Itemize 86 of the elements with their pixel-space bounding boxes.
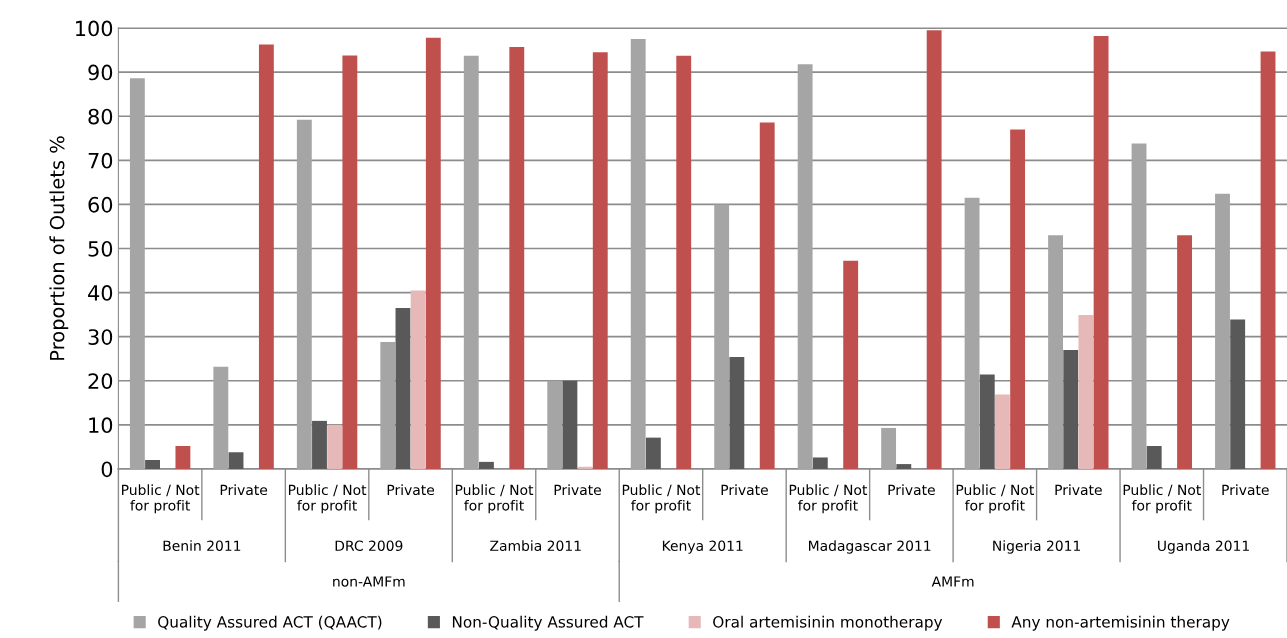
text: Nigeria 2011 — [993, 540, 1081, 554]
bar — [714, 204, 730, 469]
bar — [1093, 36, 1109, 469]
text: Benin 2011 — [163, 540, 241, 551]
y-tick-label: 40 — [88, 285, 113, 301]
y-tick-label: 60 — [88, 196, 113, 213]
bar — [1177, 235, 1192, 469]
x-tick-label: Private — [220, 484, 268, 496]
text: DRC 2009 — [335, 540, 403, 551]
x-tick-label: Private — [721, 484, 768, 496]
y-tick-label: 70 — [88, 152, 113, 169]
y-axis-title: Proportion of Outlets % — [49, 136, 69, 360]
bar — [213, 366, 229, 469]
bar — [129, 78, 145, 469]
x-tick-label: Private — [554, 484, 601, 496]
bar — [145, 460, 160, 469]
text: AMFm — [931, 576, 974, 587]
text: non-AMFm — [333, 576, 405, 587]
bar — [479, 461, 494, 469]
bar — [175, 446, 191, 469]
legend-label: Oral artemisinin monotherapy — [713, 615, 943, 631]
bar — [1078, 315, 1094, 469]
bar — [342, 55, 358, 469]
y-tick-label: 0 — [101, 461, 113, 478]
y-tick-label: 30 — [88, 329, 113, 345]
bar — [1230, 319, 1246, 469]
bar — [1146, 446, 1162, 469]
x-tick-label: Public / Not for profit — [1123, 484, 1201, 514]
x-tick-label: Public / Not for profit — [622, 484, 701, 514]
bar — [509, 47, 525, 469]
x-tick-label: Private — [888, 484, 935, 496]
bar — [797, 64, 813, 469]
x-tick-label: Private — [1055, 484, 1102, 496]
x-tick-label: Private — [387, 484, 435, 496]
bar — [592, 52, 608, 469]
y-tick-label: 80 — [88, 108, 113, 125]
bar — [964, 197, 980, 469]
bar — [843, 260, 859, 469]
bar — [896, 464, 912, 469]
y-tick-label: 100 — [76, 20, 113, 37]
bar — [881, 427, 897, 469]
x-tick-label: Public / Not for profit — [122, 484, 200, 514]
bar — [1010, 129, 1026, 469]
bar — [258, 44, 274, 469]
text: Kenya 2011 — [662, 540, 743, 554]
bar — [926, 30, 942, 469]
y-tick-label: 90 — [88, 64, 113, 81]
bar — [995, 394, 1010, 469]
bar — [228, 452, 244, 469]
bar — [979, 374, 995, 469]
x-tick-label: Private — [1222, 484, 1269, 496]
bar — [630, 39, 646, 469]
bar — [1131, 143, 1147, 469]
x-tick-label: Public / Not for profit — [455, 484, 534, 514]
bar — [812, 457, 828, 469]
bar — [1260, 51, 1276, 469]
y-tick-label: 10 — [89, 417, 113, 434]
legend-label: Non-Quality Assured ACT — [452, 615, 644, 631]
legend-label: Any non-artemisinin therapy — [1011, 615, 1230, 631]
x-tick-label: Public / Not for profit — [956, 484, 1034, 514]
bar — [312, 420, 327, 469]
text: Zambia 2011 — [490, 540, 581, 551]
x-tick-label: Public / Not for profit — [288, 484, 367, 514]
bar — [395, 308, 411, 469]
bar — [425, 37, 441, 469]
bar — [645, 437, 661, 469]
text: Madagascar 2011 — [809, 540, 931, 554]
bar — [676, 55, 692, 469]
text: Uganda 2011 — [1158, 540, 1249, 554]
bar — [759, 122, 775, 469]
y-tick-label: 20 — [88, 373, 113, 389]
bar — [577, 466, 593, 469]
x-tick-label: Public / Not for profit — [789, 484, 868, 514]
y-tick-label: 50 — [88, 240, 113, 257]
bar — [327, 424, 343, 469]
bar — [1215, 193, 1230, 469]
bar — [380, 341, 396, 469]
bar — [547, 380, 563, 469]
bar — [296, 119, 312, 469]
bar — [410, 290, 426, 469]
bar — [562, 380, 578, 469]
bar — [1048, 235, 1063, 469]
legend-label: Quality Assured ACT (QAACT) — [158, 615, 382, 631]
bar — [729, 356, 745, 469]
bar — [1063, 349, 1079, 469]
bar — [463, 55, 479, 469]
